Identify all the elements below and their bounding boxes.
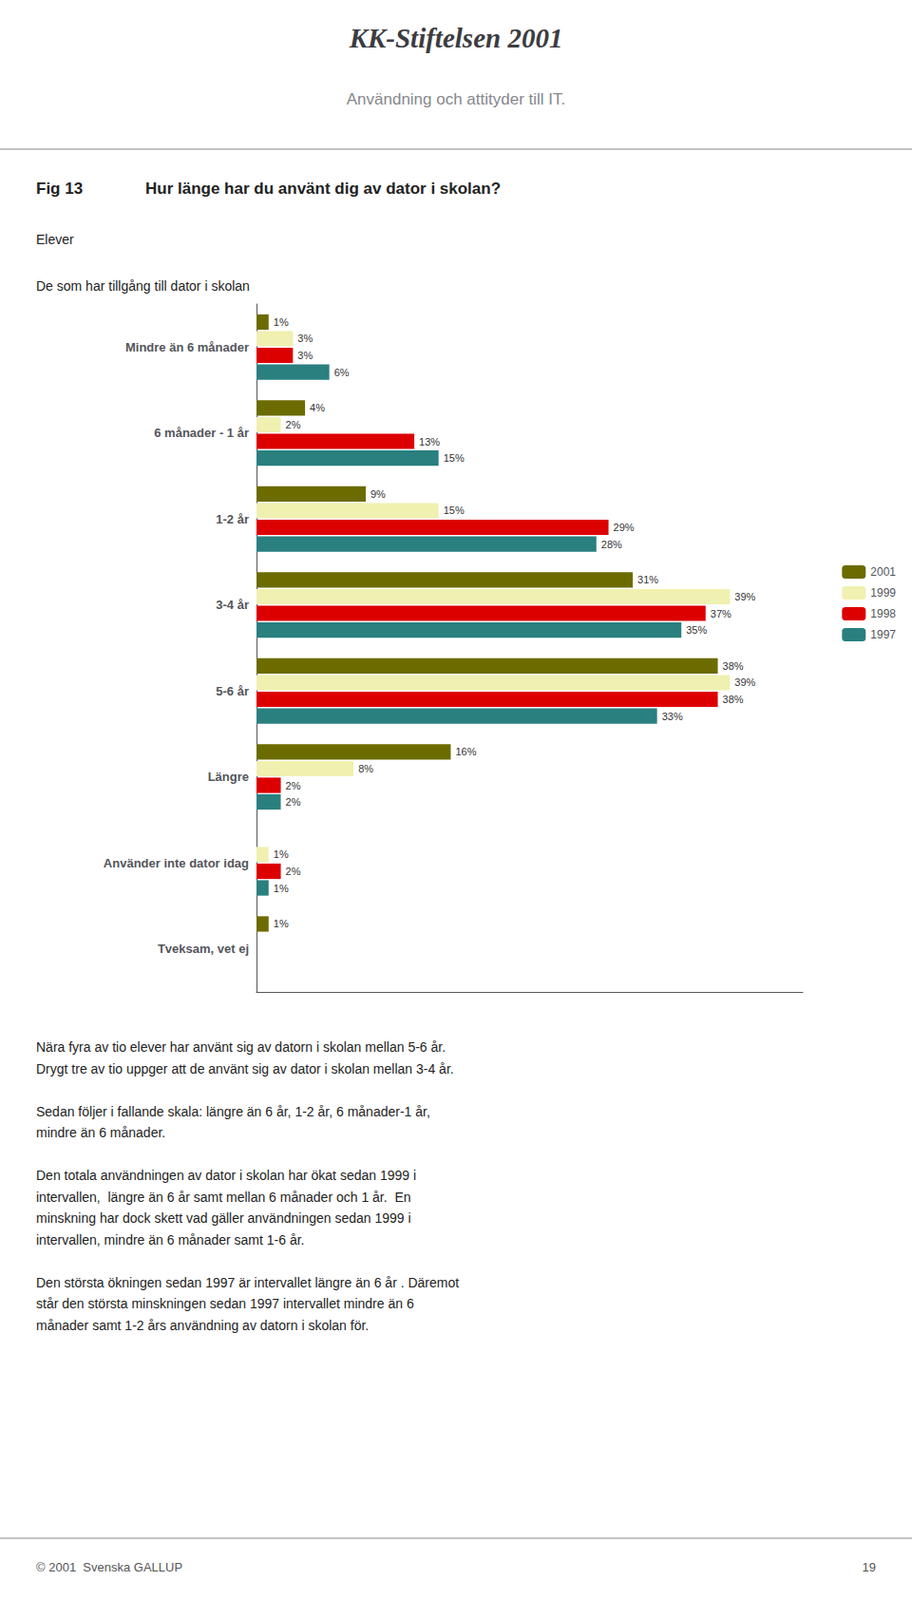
svg-text:Användning och attityder till: Användning och attityder till IT. [346,90,567,109]
svg-text:står den största minskningen s: står den största minskningen sedan 1997 … [36,1295,415,1311]
svg-text:mindre än 6 månader.: mindre än 6 månader. [36,1124,166,1140]
svg-text:Elever: Elever [36,231,75,247]
svg-text:1-2 år: 1-2 år [215,512,249,527]
svg-text:1%: 1% [273,882,289,894]
svg-text:9%: 9% [370,488,386,500]
svg-text:Den största ökningen sedan 199: Den största ökningen sedan 1997 är inter… [36,1274,459,1291]
svg-text:1997: 1997 [870,627,896,642]
svg-text:35%: 35% [685,624,707,636]
svg-text:13%: 13% [418,436,440,448]
svg-text:1%: 1% [273,848,289,860]
svg-text:1999: 1999 [870,586,896,600]
svg-text:KK-Stiftelsen 2001: KK-Stiftelsen 2001 [348,22,564,54]
svg-text:39%: 39% [734,676,756,688]
svg-text:37%: 37% [710,608,732,620]
svg-text:3%: 3% [297,332,313,344]
svg-text:Sedan följer i fallande skala:: Sedan följer i fallande skala: längre än… [36,1103,431,1120]
svg-text:Längre: Längre [208,769,249,784]
svg-text:28%: 28% [601,538,623,551]
svg-text:38%: 38% [722,693,744,705]
svg-text:15%: 15% [443,504,465,516]
svg-text:Den totala användningen av dat: Den totala användningen av dator i skola… [36,1167,417,1183]
svg-text:intervallen, längre än 6 år s: intervallen, längre än 6 år samt mellan … [36,1189,412,1205]
svg-text:31%: 31% [637,573,659,586]
svg-text:38%: 38% [722,660,744,672]
svg-text:Fig 13: Fig 13 [36,179,83,198]
svg-text:33%: 33% [662,710,684,722]
svg-text:månader samt 1-2 års användnin: månader samt 1-2 års användning av dator… [36,1317,369,1333]
svg-text:39%: 39% [734,590,756,603]
svg-text:Mindre än 6 månader: Mindre än 6 månader [125,340,249,355]
svg-text:Använder inte dator idag: Använder inte dator idag [103,855,249,871]
svg-text:1998: 1998 [870,607,896,621]
svg-text:Hur länge har du använt dig av: Hur länge har du använt dig av dator i s… [145,179,501,198]
svg-text:5-6 år: 5-6 år [215,684,249,699]
svg-text:minskning har dock skett vad g: minskning har dock skett vad gäller anvä… [36,1210,412,1226]
svg-text:intervallen, mindre än 6 månad: intervallen, mindre än 6 månader samt 1-… [36,1232,304,1248]
svg-text:8%: 8% [358,762,374,775]
svg-text:3-4 år: 3-4 år [215,597,249,612]
svg-text:Drygt tre av tio uppger att de: Drygt tre av tio uppger att de använt si… [36,1061,455,1077]
svg-text:4%: 4% [309,401,325,414]
svg-text:Tveksam, vet ej: Tveksam, vet ej [157,941,249,956]
svg-text:2%: 2% [285,779,302,792]
svg-text:16%: 16% [455,745,476,758]
svg-text:3%: 3% [297,349,313,361]
svg-text:Nära fyra av tio elever har an: Nära fyra av tio elever har använt sig a… [36,1039,446,1055]
svg-text:15%: 15% [443,452,465,464]
svg-text:De som har tillgång till dator: De som har tillgång till dator i skolan [36,278,250,294]
svg-text:1%: 1% [273,316,289,328]
svg-text:19: 19 [862,1559,876,1575]
svg-text:2001: 2001 [870,565,896,579]
svg-text:2%: 2% [285,865,302,877]
svg-text:2%: 2% [285,796,302,808]
svg-text:6%: 6% [334,366,350,379]
svg-text:6 månader - 1 år: 6 månader - 1 år [153,425,249,440]
svg-text:© 2001 Svenska GALLUP: © 2001 Svenska GALLUP [36,1559,183,1575]
svg-text:2%: 2% [285,418,302,431]
svg-text:29%: 29% [613,521,635,533]
svg-text:1%: 1% [273,917,289,930]
